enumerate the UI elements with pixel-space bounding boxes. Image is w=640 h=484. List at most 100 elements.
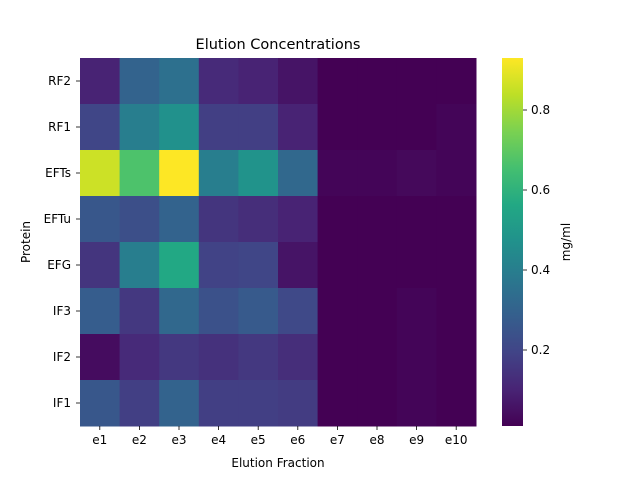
heatmap-cell-RF1-e1: [80, 104, 121, 151]
heatmap-cell-IF2-e3: [159, 334, 200, 381]
heatmap-cell-EFG-e2: [119, 242, 160, 289]
heatmap-cell-EFTs-e8: [357, 150, 398, 197]
y-tick-label: EFTu: [44, 212, 71, 226]
heatmap-cell-RF1-e6: [278, 104, 319, 151]
heatmap-cell-RF2-e9: [396, 58, 437, 105]
heatmap-cell-RF2-e4: [198, 58, 239, 105]
heatmap-cell-EFG-e5: [238, 242, 279, 289]
heatmap-cell-RF2-e5: [238, 58, 279, 105]
x-tick-label: e6: [290, 433, 305, 447]
heatmap-cell-EFTs-e10: [436, 150, 477, 197]
heatmap-cell-RF1-e8: [357, 104, 398, 151]
heatmap-cell-EFTs-e9: [396, 150, 437, 197]
heatmap-cell-IF3-e6: [278, 288, 319, 335]
heatmap-cell-IF3-e9: [396, 288, 437, 335]
heatmap-cell-IF1-e1: [80, 380, 121, 427]
heatmap-cell-EFG-e10: [436, 242, 477, 289]
heatmap-cell-EFTu-e8: [357, 196, 398, 243]
heatmap-cell-IF1-e4: [198, 380, 239, 427]
x-tick-label: e4: [211, 433, 226, 447]
heatmap-cell-EFG-e4: [198, 242, 239, 289]
heatmap-cell-IF3-e4: [198, 288, 239, 335]
x-tick-label: e10: [445, 433, 468, 447]
heatmap-cell-RF1-e3: [159, 104, 200, 151]
heatmap-cell-IF1-e5: [238, 380, 279, 427]
heatmap-cell-EFTu-e10: [436, 196, 477, 243]
x-axis-ticks: e1 e2 e3 e4 e5 e6 e7 e8 e9 e10: [92, 426, 468, 447]
y-tick-label: IF3: [53, 304, 71, 318]
heatmap-cell-IF2-e10: [436, 334, 477, 381]
heatmap-cell-IF2-e5: [238, 334, 279, 381]
heatmap-cell-RF1-e10: [436, 104, 477, 151]
x-tick-label: e8: [369, 433, 384, 447]
y-tick-label: IF1: [53, 396, 71, 410]
heatmap-cell-RF2-e10: [436, 58, 477, 105]
x-axis-label: Elution Fraction: [231, 456, 324, 470]
heatmap-cell-EFTs-e4: [198, 150, 239, 197]
heatmap-cell-EFTu-e1: [80, 196, 121, 243]
heatmap-cell-IF3-e2: [119, 288, 160, 335]
heatmap-cell-EFTu-e5: [238, 196, 279, 243]
y-tick-label: EFTs: [45, 166, 71, 180]
heatmap-cell-EFTs-e5: [238, 150, 279, 197]
heatmap-cell-IF1-e10: [436, 380, 477, 427]
heatmap-cell-IF3-e10: [436, 288, 477, 335]
heatmap-cell-RF1-e5: [238, 104, 279, 151]
heatmap-cell-RF2-e1: [80, 58, 121, 105]
x-tick-label: e2: [132, 433, 147, 447]
y-axis-label: Protein: [19, 221, 33, 263]
heatmap-cell-IF1-e9: [396, 380, 437, 427]
heatmap-cell-IF2-e2: [119, 334, 160, 381]
heatmap-cells: [80, 58, 477, 427]
heatmap-cell-EFG-e3: [159, 242, 200, 289]
heatmap-cell-IF2-e7: [317, 334, 358, 381]
heatmap-cell-EFG-e7: [317, 242, 358, 289]
heatmap-cell-EFG-e6: [278, 242, 319, 289]
heatmap-cell-IF3-e1: [80, 288, 121, 335]
heatmap-cell-EFTu-e2: [119, 196, 160, 243]
heatmap-cell-EFG-e1: [80, 242, 121, 289]
heatmap-cell-RF2-e8: [357, 58, 398, 105]
heatmap-cell-EFTu-e9: [396, 196, 437, 243]
y-tick-label: IF2: [53, 350, 71, 364]
y-tick-label: RF1: [48, 120, 71, 134]
heatmap-cell-IF2-e4: [198, 334, 239, 381]
heatmap-cell-IF2-e6: [278, 334, 319, 381]
colorbar-tick-label: 0.2: [531, 343, 550, 357]
colorbar-tick-label: 0.4: [531, 263, 550, 277]
heatmap-cell-EFTs-e2: [119, 150, 160, 197]
heatmap-cell-RF2-e2: [119, 58, 160, 105]
colorbar-ticks: 0.2 0.4 0.6 0.8: [523, 103, 550, 357]
y-axis-ticks: RF2 RF1 EFTs EFTu EFG IF3 IF2 IF1: [44, 74, 80, 410]
x-tick-label: e9: [409, 433, 424, 447]
heatmap-cell-RF2-e6: [278, 58, 319, 105]
heatmap-cell-IF1-e8: [357, 380, 398, 427]
heatmap-cell-EFTs-e1: [80, 150, 121, 197]
heatmap-cell-IF3-e8: [357, 288, 398, 335]
heatmap-cell-EFTu-e3: [159, 196, 200, 243]
heatmap-cell-IF1-e3: [159, 380, 200, 427]
colorbar-label: mg/ml: [559, 223, 573, 261]
x-tick-label: e7: [330, 433, 345, 447]
heatmap-cell-IF2-e9: [396, 334, 437, 381]
heatmap-cell-RF2-e3: [159, 58, 200, 105]
x-tick-label: e3: [171, 433, 186, 447]
heatmap-cell-IF1-e2: [119, 380, 160, 427]
y-tick-label: RF2: [48, 74, 71, 88]
heatmap-cell-EFTu-e4: [198, 196, 239, 243]
heatmap-cell-EFTs-e6: [278, 150, 319, 197]
heatmap-cell-EFTu-e6: [278, 196, 319, 243]
y-tick-label: EFG: [47, 258, 71, 272]
heatmap-cell-RF1-e2: [119, 104, 160, 151]
heatmap-cell-IF1-e7: [317, 380, 358, 427]
heatmap-cell-IF3-e7: [317, 288, 358, 335]
heatmap-cell-RF2-e7: [317, 58, 358, 105]
heatmap-cell-IF1-e6: [278, 380, 319, 427]
heatmap-cell-EFG-e9: [396, 242, 437, 289]
heatmap-cell-EFTs-e7: [317, 150, 358, 197]
heatmap-cell-IF3-e3: [159, 288, 200, 335]
heatmap-cell-EFTs-e3: [159, 150, 200, 197]
heatmap-cell-RF1-e9: [396, 104, 437, 151]
